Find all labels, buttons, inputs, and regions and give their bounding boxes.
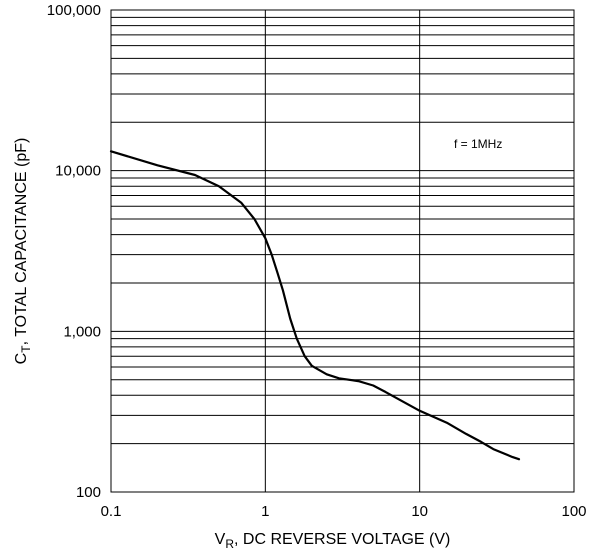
y-tick-label: 10,000 [55,163,101,180]
plot-frame [110,9,575,493]
x-tick-label: 1 [261,503,269,520]
y-tick-label: 1,000 [63,323,101,340]
x-tick-label: 100 [561,503,586,520]
frequency-annotation: f = 1MHz [454,137,502,151]
y-tick-label: 100 [76,484,101,501]
x-axis-title-sub: R [225,537,234,551]
y-axis-title-rest: , TOTAL CAPACITANCE (pF) [13,138,30,346]
x-axis-title-rest: , DC REVERSE VOLTAGE (V) [234,531,450,548]
capacitance-curve [109,150,521,461]
x-axis-title-main: V [215,531,226,548]
y-axis-title-sub: T [19,345,33,353]
grid-lines [110,10,575,493]
x-tick-label: 10 [411,503,428,520]
tick-labels: 100 1,000 10,000 100,000 0.1 1 10 100 [47,2,587,520]
y-axis-title-main: C [13,353,30,365]
y-axis-title: CT, TOTAL CAPACITANCE (pF) [13,138,33,365]
x-axis-title: VR, DC REVERSE VOLTAGE (V) [215,531,451,551]
x-tick-label: 0.1 [101,503,122,520]
y-tick-label: 100,000 [47,2,101,19]
